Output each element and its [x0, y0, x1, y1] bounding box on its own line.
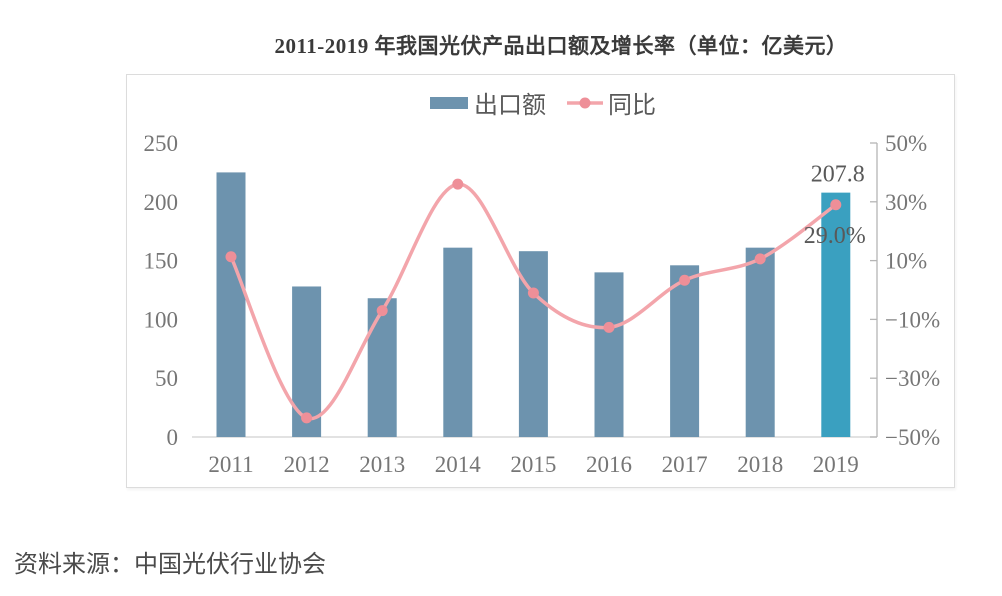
legend-bar-label: 出口额	[474, 92, 546, 119]
chart-title: 2011-2019 年我国光伏产品出口额及增长率（单位：亿美元）	[274, 34, 848, 58]
left-axis-label: 100	[144, 307, 179, 332]
left-axis-label: 200	[144, 190, 179, 215]
right-axis-label: −30%	[885, 366, 940, 391]
chart-container: 50% 30% 10% −10% −30% −50% 0 50 100 150 200 250 2011…	[126, 74, 955, 488]
legend-line-label: 同比	[608, 92, 656, 119]
x-axis-label: 2018	[737, 452, 783, 477]
bar-2014	[443, 247, 473, 437]
legend-bar-swatch	[430, 97, 468, 109]
bar-2018	[745, 247, 775, 437]
bar-2016	[594, 272, 624, 437]
bar-2017	[670, 265, 700, 437]
x-axis-label: 2014	[435, 452, 482, 477]
bar-2019	[821, 192, 851, 437]
growth-marker-2019	[830, 199, 842, 211]
x-axis-label: 2017	[662, 452, 708, 477]
x-axis-label: 2016	[586, 452, 632, 477]
right-axis-label: −50%	[885, 425, 940, 450]
right-axis-label: 30%	[885, 190, 927, 215]
right-axis-label: −10%	[885, 307, 940, 332]
right-axis-label: 10%	[885, 249, 927, 274]
growth-marker-2017	[679, 274, 691, 286]
left-axis-label: 50	[155, 366, 178, 391]
left-axis-label: 250	[144, 131, 179, 156]
growth-marker-2014	[452, 178, 464, 190]
x-axis-label: 2019	[813, 452, 859, 477]
source-note: 资料来源：中国光伏行业协会	[14, 551, 326, 578]
chart-canvas: 50% 30% 10% −10% −30% −50% 0 50 100 150 200 250 2011…	[144, 92, 941, 477]
left-axis-label: 150	[144, 249, 179, 274]
growth-marker-2015	[527, 287, 539, 299]
right-axis-label: 50%	[885, 131, 927, 156]
data-label-growth: 29.0%	[804, 223, 866, 249]
x-axis-label: 2013	[359, 452, 405, 477]
growth-marker-2012	[301, 412, 313, 424]
x-axis-label: 2011	[208, 452, 253, 477]
growth-marker-2018	[754, 253, 766, 265]
bar-2013	[367, 298, 397, 437]
growth-marker-2011	[225, 251, 237, 263]
growth-marker-2013	[376, 305, 388, 317]
growth-marker-2016	[603, 321, 615, 333]
bar-2011	[216, 172, 246, 437]
legend-line-marker	[579, 97, 591, 109]
data-label-export: 207.8	[811, 162, 865, 188]
x-axis-label: 2015	[510, 452, 556, 477]
left-axis-label: 0	[167, 425, 179, 450]
x-axis-label: 2012	[284, 452, 330, 477]
growth-line	[229, 182, 838, 421]
